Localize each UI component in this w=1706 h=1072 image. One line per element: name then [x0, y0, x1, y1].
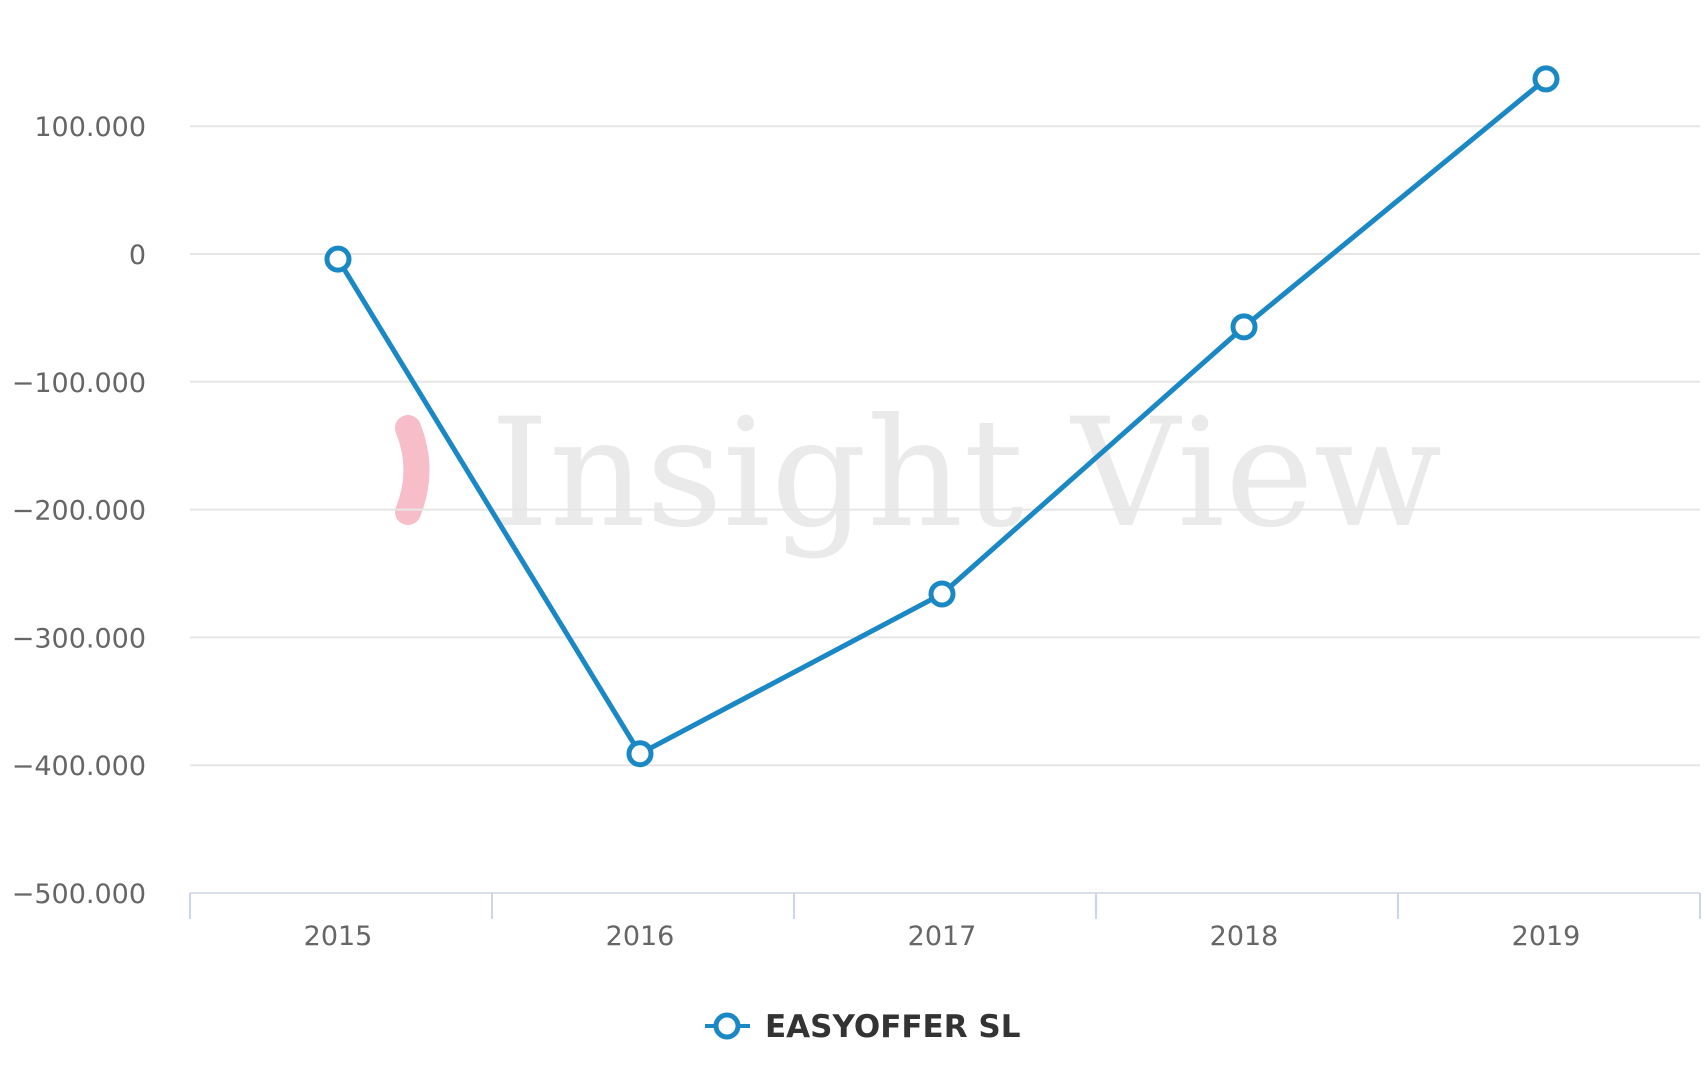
data-point-marker[interactable]: [928, 580, 956, 608]
y-axis: 100.000 0 −100.000 −200.000 −300.000 −400.000…: [12, 112, 146, 910]
x-tick-label: 2016: [606, 921, 675, 952]
y-tick-label: −500.000: [12, 879, 146, 910]
y-tick-label: −100.000: [12, 368, 146, 399]
y-tick-label: −300.000: [12, 623, 146, 654]
data-point-marker[interactable]: [626, 740, 654, 768]
chevron-logo-icon: [395, 415, 430, 525]
y-tick-label: 100.000: [34, 112, 146, 143]
x-tick-label: 2019: [1512, 921, 1581, 952]
y-tick-label: −200.000: [12, 496, 146, 527]
data-point-marker[interactable]: [1230, 313, 1258, 341]
data-point-marker[interactable]: [324, 245, 352, 273]
x-axis: 2015 2016 2017 2018 2019: [189, 892, 1701, 952]
x-tick-label: 2017: [908, 921, 977, 952]
watermark-text: Insight View: [490, 387, 1442, 561]
x-tick-label: 2018: [1210, 921, 1279, 952]
watermark: Insight View: [395, 387, 1442, 561]
series-easyoffer-sl: [324, 65, 1560, 768]
y-tick-label: 0: [129, 240, 146, 271]
legend-marker-icon: [713, 1012, 741, 1040]
x-tick-label: 2015: [304, 921, 373, 952]
legend-label: EASYOFFER SL: [765, 1009, 1020, 1045]
grid-lines: [190, 125, 1700, 767]
data-point-marker[interactable]: [1532, 65, 1560, 93]
legend-item[interactable]: EASYOFFER SL: [705, 1009, 1020, 1045]
y-tick-label: −400.000: [12, 751, 146, 782]
